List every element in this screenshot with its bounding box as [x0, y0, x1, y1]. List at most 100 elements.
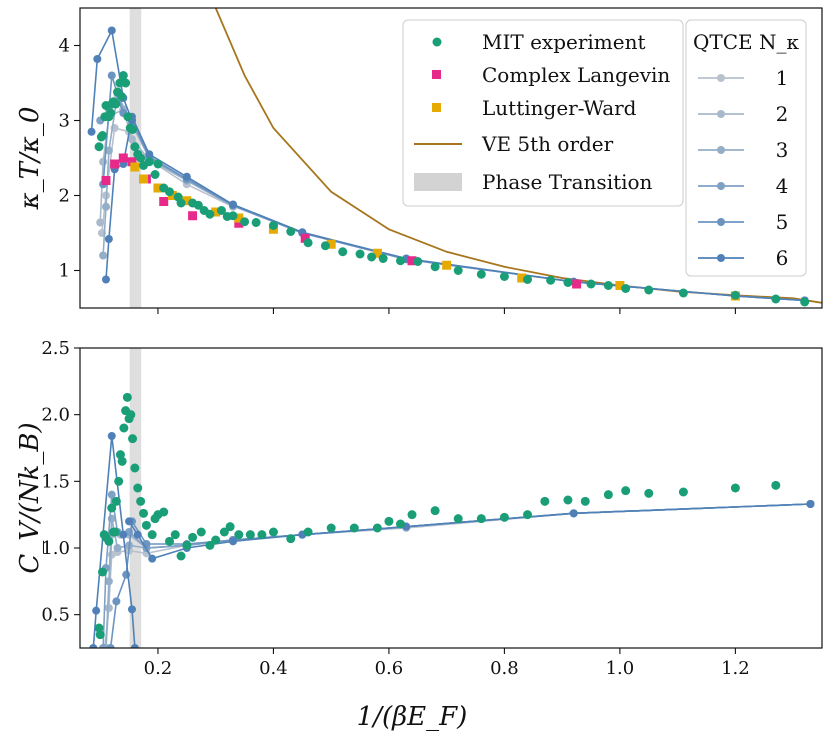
- mit-experiment-point: [111, 496, 121, 506]
- luttinger-ward-point: [211, 207, 221, 217]
- mit-experiment-point: [130, 463, 140, 473]
- legend-qtce-marker: [717, 218, 725, 226]
- mit-experiment-point: [126, 410, 136, 420]
- mit-experiment-point: [563, 278, 573, 287]
- x-tick-label: 0.6: [375, 658, 404, 679]
- qtce-line-2: [104, 503, 811, 648]
- mit-experiment-point: [621, 486, 631, 496]
- luttinger-ward-point: [139, 174, 149, 184]
- luttinger-ward-point: [326, 239, 336, 249]
- compressibility-series-layer: [87, 8, 822, 307]
- mit-experiment-point: [128, 434, 138, 444]
- y-tick-label: 1.0: [41, 538, 70, 559]
- mit-experiment-point: [228, 211, 238, 221]
- qtce-extra-point: [569, 509, 578, 518]
- mit-experiment-point: [205, 540, 215, 550]
- mit-experiment-point: [234, 530, 244, 540]
- mit-experiment-point: [730, 290, 740, 300]
- mit-experiment-point: [153, 159, 163, 169]
- legend-qtce: QTCE N_κ 1 2 3 4 5 6: [685, 19, 807, 277]
- qtce-point: [104, 577, 113, 586]
- mit-experiment-point: [119, 423, 129, 433]
- legend-main: MIT experiment Complex Langevin Luttinge…: [402, 19, 684, 207]
- mit-experiment-point: [122, 392, 132, 402]
- mit-experiment-point: [395, 256, 405, 266]
- complex-langevin-point: [188, 211, 198, 221]
- legend-qtce-label: 1: [776, 66, 789, 90]
- mit-experiment-point: [95, 630, 105, 640]
- mit-experiment-point: [123, 112, 133, 122]
- compressibility-ticks: 1 2 3 4: [59, 36, 736, 314]
- mit-experiment-point: [193, 200, 203, 210]
- mit-experiment-point: [130, 142, 140, 152]
- mit-experiment-point: [499, 272, 509, 281]
- qtce-extra-point: [133, 530, 142, 539]
- mit-experiment-point: [580, 496, 590, 506]
- mit-experiment-point: [219, 527, 229, 537]
- mit-experiment-point: [603, 490, 613, 500]
- legend-qtce-label: 4: [776, 174, 789, 198]
- qtce-point: [127, 135, 136, 144]
- complex-langevin-point: [118, 153, 128, 163]
- qtce-extra-line-6b: [128, 503, 811, 560]
- mit-experiment-point: [216, 206, 226, 215]
- mit-experiment-point: [453, 514, 463, 524]
- mit-experiment-point: [286, 534, 296, 544]
- mit-experiment-point: [141, 520, 151, 530]
- luttinger-ward-point: [234, 213, 244, 223]
- luttinger-ward-point: [517, 273, 527, 283]
- qtce-point: [101, 202, 110, 211]
- x-tick-label: 0.8: [490, 658, 519, 679]
- luttinger-ward-point: [182, 196, 192, 206]
- qtce-point: [107, 490, 116, 499]
- qtce-extra-point: [125, 517, 134, 526]
- mit-experiment-point: [117, 456, 127, 466]
- mit-experiment-point: [268, 221, 278, 230]
- mit-experiment-point: [303, 238, 313, 248]
- qtce-point: [104, 146, 113, 155]
- mit-experiment-point: [384, 516, 394, 526]
- legend-qtce-label: 2: [776, 102, 789, 126]
- qtce-extra-point: [806, 500, 815, 508]
- mit-experiment-point: [678, 487, 688, 497]
- y-tick-label: 1: [59, 261, 70, 282]
- qtce-point: [127, 605, 136, 614]
- mit-experiment-point: [182, 540, 192, 550]
- mit-experiment-point: [499, 512, 509, 522]
- mit-experiment-point: [133, 483, 143, 493]
- qtce-point: [101, 275, 110, 284]
- mit-experiment-point: [240, 217, 250, 227]
- mit-experiment-point: [430, 262, 440, 272]
- heat-capacity-y-axis-label: C_V/(Nk_B): [15, 422, 45, 573]
- mit-experiment-point: [225, 522, 235, 532]
- mit-experiment-point: [257, 530, 267, 540]
- qtce-point: [99, 644, 108, 648]
- x-tick-label: 1.0: [606, 658, 635, 679]
- mit-experiment-point: [563, 495, 573, 505]
- mit-experiment-point: [367, 252, 377, 262]
- mit-experiment-point: [540, 496, 550, 506]
- mit-experiment-point: [476, 514, 486, 524]
- qtce-point: [104, 235, 113, 243]
- mit-experiment-point: [372, 523, 382, 533]
- mit-experiment-point: [136, 153, 146, 163]
- mit-experiment-point: [355, 249, 365, 259]
- complex-langevin-point: [101, 176, 111, 185]
- qtce-point: [106, 644, 115, 648]
- mit-experiment-point: [644, 285, 654, 295]
- y-tick-label: 2.0: [41, 405, 70, 426]
- qtce-point: [145, 150, 154, 159]
- mit-experiment-point: [176, 198, 186, 208]
- y-tick-label: 1.5: [41, 471, 70, 492]
- mit-experiment-point: [338, 247, 348, 257]
- mit-experiment-point: [98, 131, 108, 140]
- complex-langevin-point: [234, 218, 244, 228]
- mit-experiment-point: [147, 530, 157, 540]
- x-axis-label: 1/(βE_F): [357, 702, 468, 732]
- qtce-point: [89, 644, 98, 648]
- qtce-point: [107, 432, 116, 440]
- mit-experiment-point: [104, 536, 114, 546]
- qtce-extra-point: [229, 537, 238, 546]
- luttinger-ward-point: [167, 191, 177, 200]
- mit-experiment-point: [150, 170, 160, 179]
